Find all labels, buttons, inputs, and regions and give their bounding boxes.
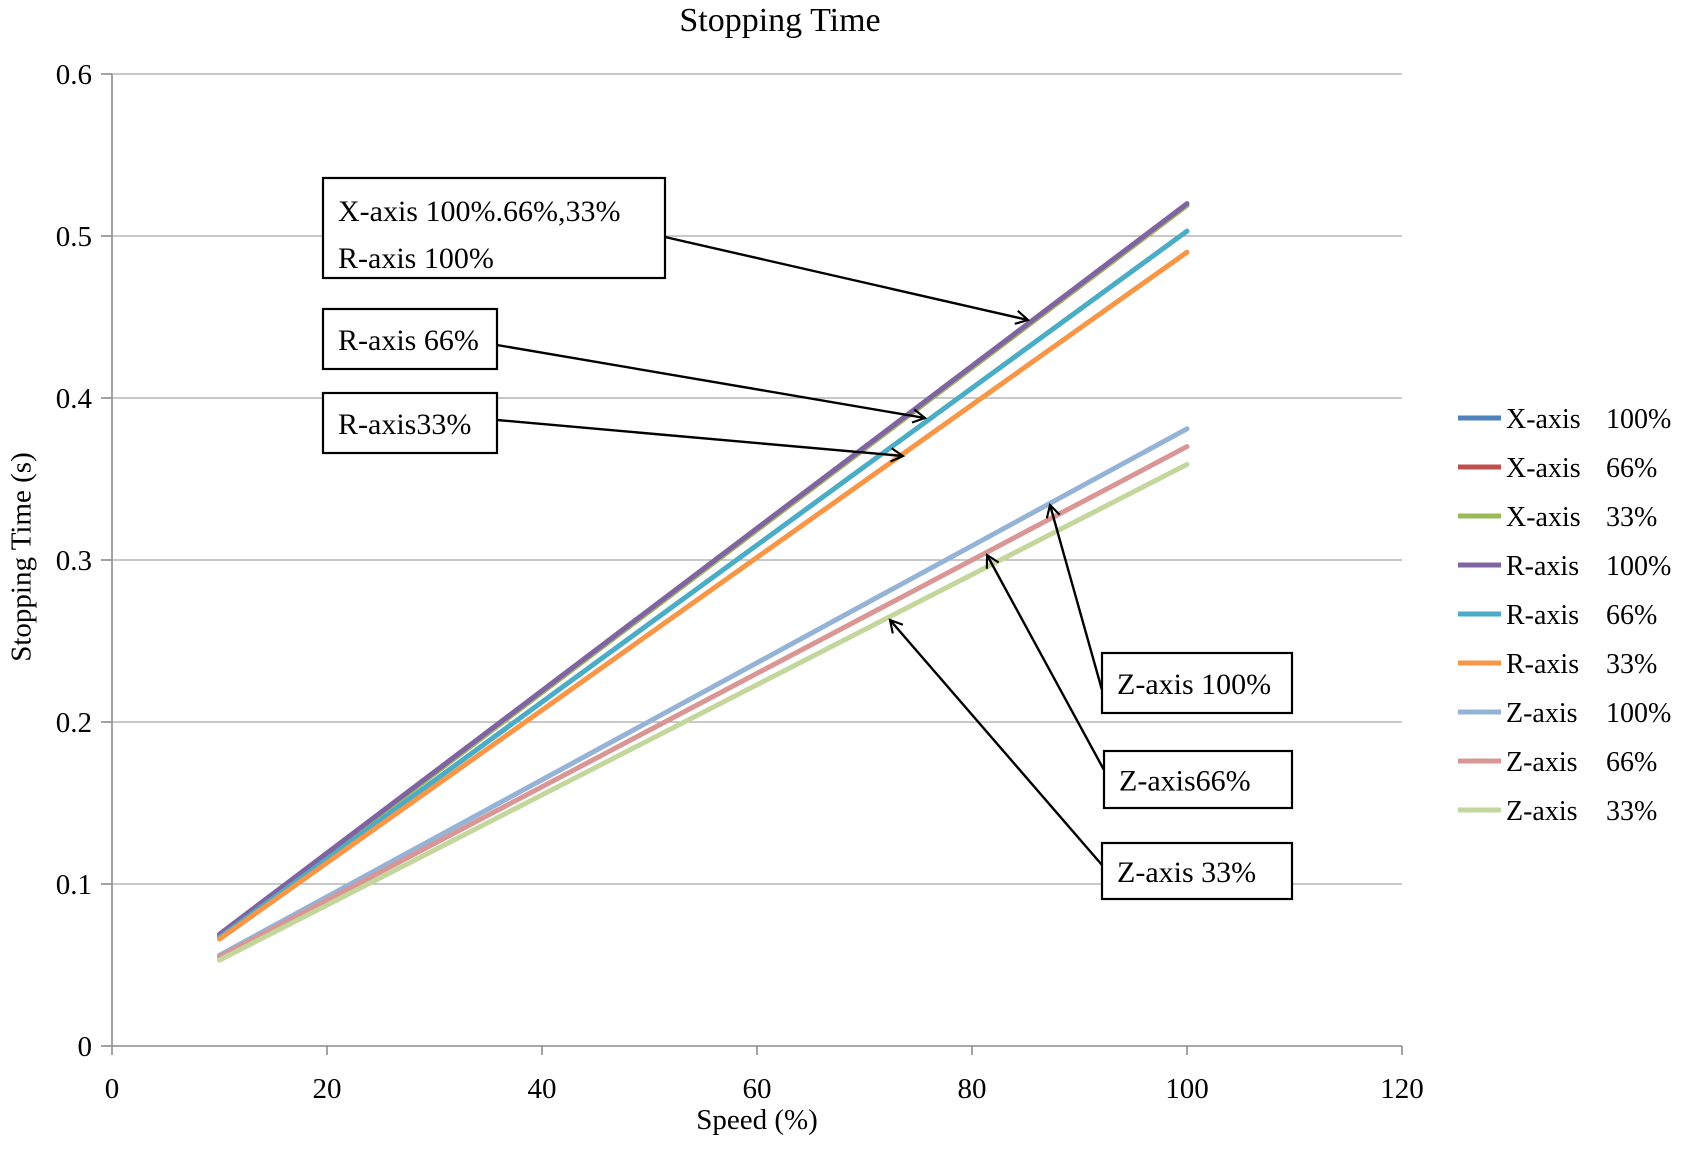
- legend-label-name: Z-axis: [1506, 698, 1578, 729]
- series-line-z-66: [217, 444, 1190, 960]
- annotation-box-frame: [321, 176, 667, 280]
- legend-label-pct: 66%: [1606, 600, 1657, 631]
- annotation-label: R-axis33%: [338, 408, 471, 441]
- annotation-box: Z-axis 100%: [1100, 651, 1294, 715]
- legend-label-pct: 100%: [1606, 404, 1671, 435]
- x-tick-label: 0: [105, 1073, 120, 1105]
- y-tick-label: 0.1: [56, 869, 92, 901]
- annotation-label: Z-axis 100%: [1117, 668, 1271, 701]
- annotation-arrows: [496, 235, 1106, 866]
- annotation-label: Z-axis66%: [1119, 765, 1251, 798]
- legend: X-axis 100%X-axis 66%X-axis 33%R-axis 100%R-…: [1458, 404, 1671, 827]
- series-line-z-100: [217, 426, 1190, 958]
- x-tick-label: 80: [958, 1073, 987, 1105]
- annotation-arrow: [1045, 502, 1104, 691]
- legend-item: X-axis 33%: [1458, 502, 1657, 533]
- annotation-box-frame: [1102, 749, 1294, 810]
- y-tick-label: 0.2: [56, 707, 92, 739]
- annotation-box: R-axis 66%: [321, 307, 499, 371]
- legend-label-pct: 33%: [1606, 502, 1657, 533]
- series-lines: [217, 201, 1190, 963]
- annotation-box: R-axis33%: [321, 391, 499, 455]
- y-tick-label: 0.4: [56, 383, 93, 415]
- legend-label-pct: 66%: [1606, 453, 1657, 484]
- annotation-box-frame: [321, 391, 499, 455]
- x-tick-label: 120: [1380, 1073, 1424, 1105]
- legend-label-name: X-axis: [1506, 502, 1581, 533]
- legend-item: X-axis 100%: [1458, 404, 1671, 435]
- x-tick-label: 100: [1165, 1073, 1209, 1105]
- y-tick-label: 0.6: [56, 59, 92, 91]
- annotation-label: R-axis 100%: [338, 242, 494, 275]
- annotation-arrow: [888, 618, 1103, 866]
- annotation-box: Z-axis 33%: [1100, 841, 1294, 901]
- y-tick-label: 0: [78, 1031, 93, 1063]
- legend-label-pct: 100%: [1606, 551, 1671, 582]
- annotation-arrow: [664, 235, 1031, 325]
- legend-label-name: X-axis: [1506, 453, 1581, 484]
- annotation-arrow: [496, 343, 928, 424]
- legend-label-name: R-axis: [1506, 551, 1579, 582]
- x-tick-label: 20: [313, 1073, 342, 1105]
- annotation-arrow: [496, 418, 906, 463]
- annotation-box: X-axis 100%.66%,33% R-axis 100%: [321, 176, 667, 280]
- y-axis-title: Stopping Time (s): [5, 452, 38, 662]
- annotation-box-frame: [1100, 841, 1294, 901]
- x-tick-label: 40: [528, 1073, 557, 1105]
- tick-labels: 0 0.1 0.2 0.3 0.4 0.5 0.6 0 20 40 60 80 100 120: [56, 59, 1424, 1105]
- legend-label-name: Z-axis: [1506, 796, 1578, 827]
- series-line-z-33: [217, 461, 1190, 963]
- legend-label-pct: 33%: [1606, 649, 1657, 680]
- legend-label-name: R-axis: [1506, 600, 1579, 631]
- chart-title: Stopping Time: [679, 2, 881, 39]
- x-axis-title: Speed (%): [696, 1104, 818, 1136]
- legend-item: X-axis 66%: [1458, 453, 1657, 484]
- annotation-label: Z-axis 33%: [1117, 856, 1256, 889]
- series-line-r-66: [217, 228, 1190, 940]
- annotation-box-frame: [321, 307, 499, 371]
- legend-item: R-axis 100%: [1458, 551, 1671, 582]
- annotation-label: R-axis 66%: [338, 324, 479, 357]
- legend-label-name: X-axis: [1506, 404, 1581, 435]
- legend-item: Z-axis 66%: [1458, 747, 1657, 778]
- legend-label-name: Z-axis: [1506, 747, 1578, 778]
- y-tick-label: 0.3: [56, 545, 92, 577]
- x-tick-label: 60: [743, 1073, 772, 1105]
- legend-item: Z-axis 100%: [1458, 698, 1671, 729]
- y-tick-label: 0.5: [56, 221, 92, 253]
- series-line-r-33: [217, 249, 1190, 942]
- legend-item: R-axis 66%: [1458, 600, 1657, 631]
- annotation-box: Z-axis66%: [1102, 749, 1294, 810]
- legend-label-pct: 100%: [1606, 698, 1671, 729]
- annotation-box-frame: [1100, 651, 1294, 715]
- axes: [101, 73, 1403, 1055]
- legend-item: Z-axis 33%: [1458, 796, 1657, 827]
- annotation-label: X-axis 100%.66%,33%: [338, 195, 620, 228]
- legend-label-pct: 33%: [1606, 796, 1657, 827]
- legend-item: R-axis 33%: [1458, 649, 1657, 680]
- annotations: X-axis 100%.66%,33% R-axis 100% R-axis 66%…: [321, 176, 1294, 901]
- legend-label-pct: 66%: [1606, 747, 1657, 778]
- series-line-r-100: [217, 201, 1190, 937]
- annotation-arrow: [985, 553, 1106, 771]
- legend-label-name: R-axis: [1506, 649, 1579, 680]
